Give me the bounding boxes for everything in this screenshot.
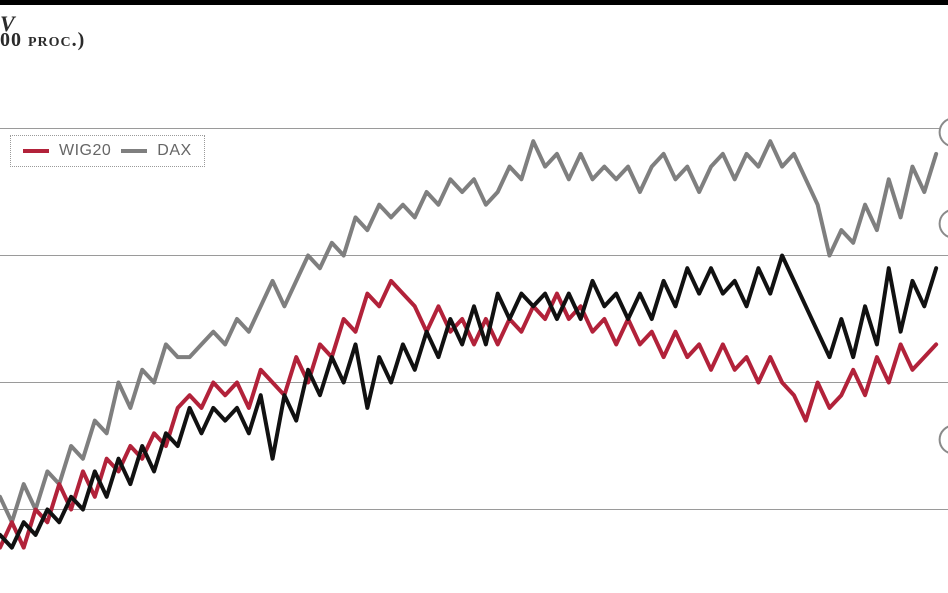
legend-label: DAX <box>157 142 191 160</box>
legend: WIG20 DAX <box>10 135 205 167</box>
line-chart <box>0 5 948 593</box>
legend-swatch <box>121 149 147 153</box>
legend-swatch <box>23 149 49 153</box>
chart-frame: V 00 proc.) WIG20DAX <box>0 0 948 593</box>
legend-label: WIG20 <box>59 142 111 160</box>
